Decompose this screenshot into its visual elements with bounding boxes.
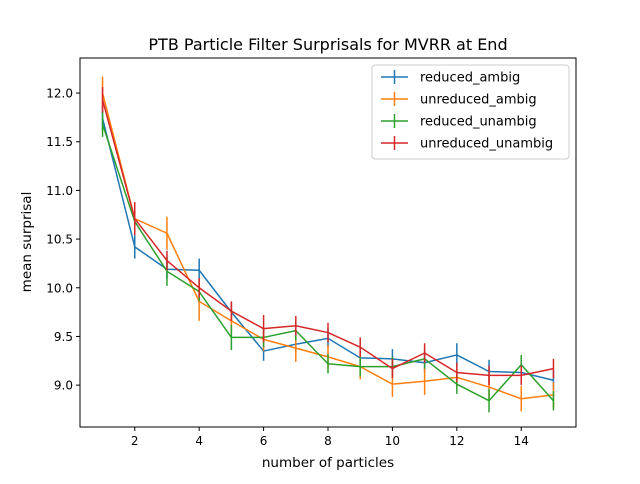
legend-label: reduced_unambig xyxy=(420,115,537,130)
y-tick-label: 9.0 xyxy=(54,379,73,393)
x-tick-label: 12 xyxy=(449,434,464,448)
y-axis-label: mean surprisal xyxy=(19,192,35,293)
legend-item: reduced_unambig xyxy=(381,114,537,130)
x-tick-label: 6 xyxy=(260,434,268,448)
chart-title: PTB Particle Filter Surprisals for MVRR … xyxy=(148,35,507,54)
x-tick-label: 8 xyxy=(324,434,332,448)
legend-label: unreduced_ambig xyxy=(420,93,537,108)
y-tick-label: 11.5 xyxy=(46,135,73,149)
legend: reduced_ambig unreduced_ambig reduced_unam… xyxy=(371,64,570,160)
x-tick-label: 4 xyxy=(195,434,203,448)
x-tick-label: 10 xyxy=(385,434,400,448)
series-line xyxy=(101,123,555,402)
x-axis-label: number of particles xyxy=(262,455,394,471)
series-line xyxy=(101,99,554,377)
plot-area: 2 4 6 8 10 12 14 9.0 9.5 10.0 10.5 11.0 11.5 12.0 xyxy=(46,76,555,448)
y-tick-label: 12.0 xyxy=(46,87,73,101)
legend-item: reduced_ambig xyxy=(381,70,520,86)
series-unreduced_unambig xyxy=(101,87,555,386)
legend-item: unreduced_ambig xyxy=(381,92,537,108)
legend-item: unreduced_unambig xyxy=(381,136,553,152)
legend-label: reduced_ambig xyxy=(420,71,520,86)
y-tick-label: 9.5 xyxy=(54,330,73,344)
x-tick-label: 14 xyxy=(514,434,529,448)
x-tick-label: 2 xyxy=(131,434,139,448)
y-tick-label: 10.0 xyxy=(46,281,73,295)
y-tick-label: 11.0 xyxy=(46,184,73,198)
plot-frame xyxy=(79,57,577,428)
y-tick-label: 10.5 xyxy=(46,233,73,247)
legend-label: unreduced_unambig xyxy=(420,137,553,152)
legend-box xyxy=(371,64,570,160)
